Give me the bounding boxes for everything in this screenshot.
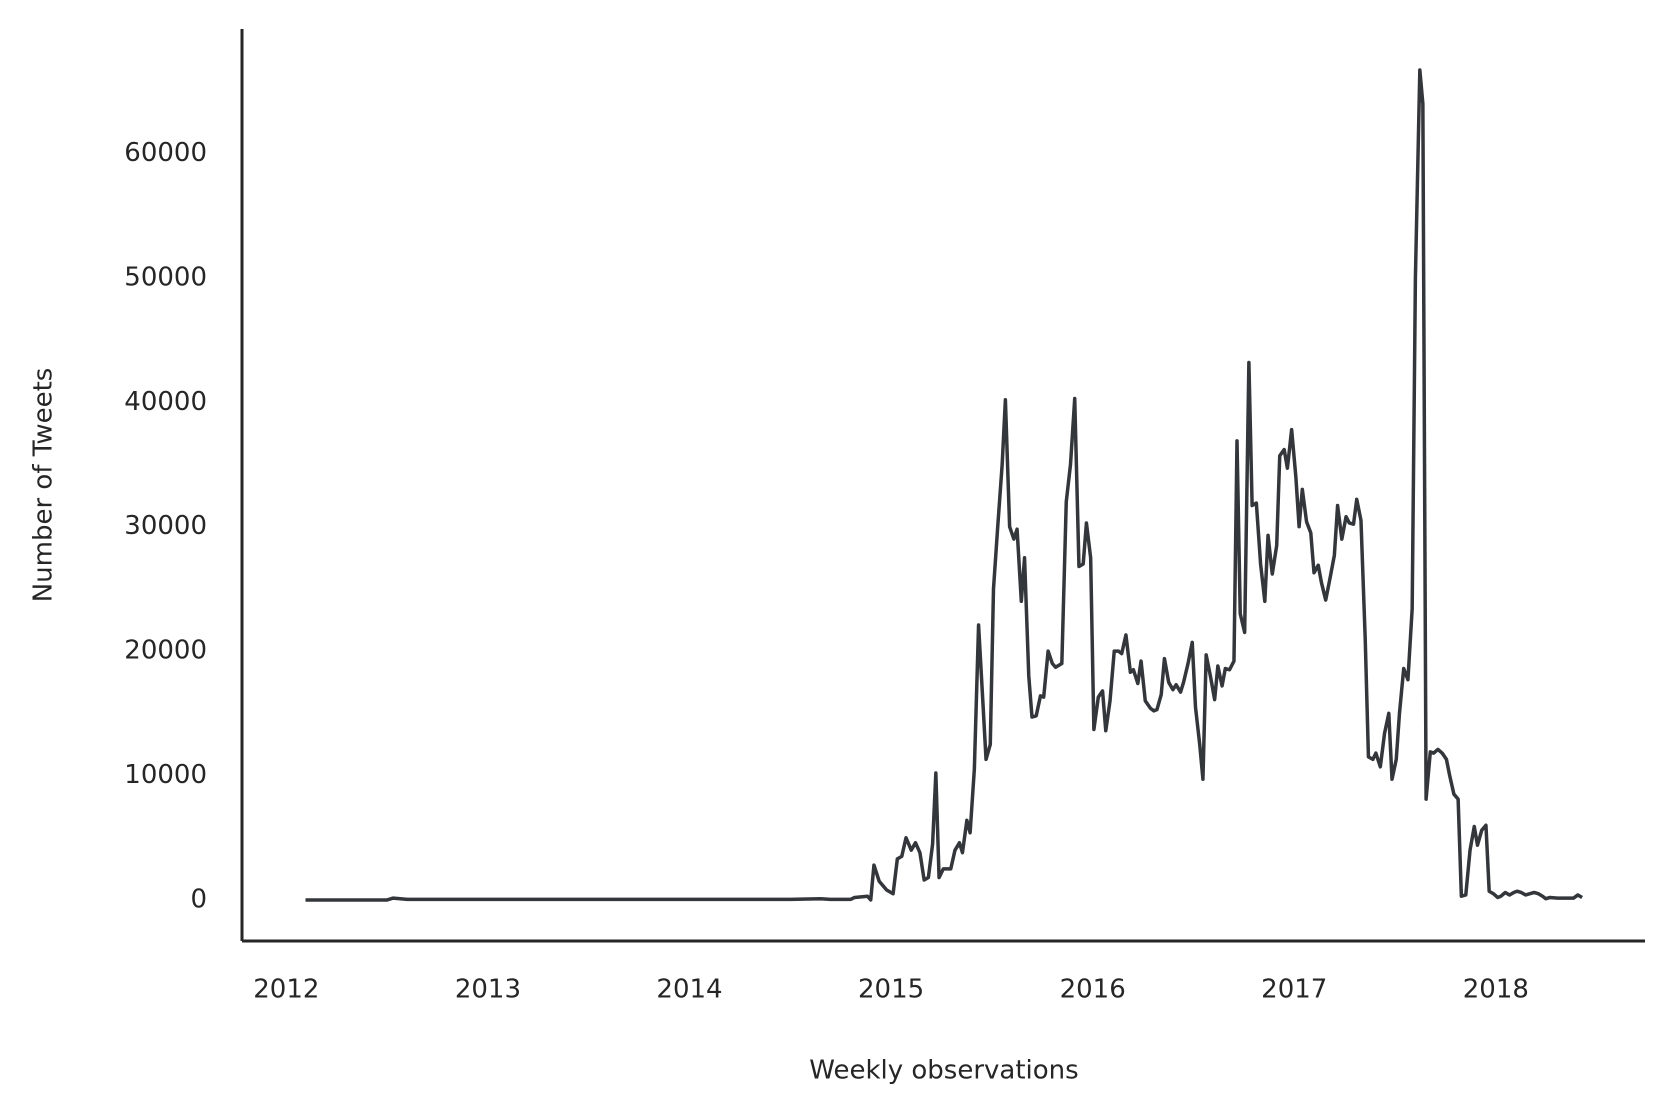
data-line (305, 68, 1583, 902)
x-tick-label: 2017 (1261, 975, 1327, 1005)
x-tick-label: 2012 (253, 975, 319, 1005)
x-tick-label: 2016 (1060, 975, 1126, 1005)
y-tick-label: 20000 (124, 636, 207, 666)
y-tick-label: 40000 (124, 387, 207, 417)
y-axis-label: Number of Tweets (29, 368, 59, 603)
y-tick-label: 0 (190, 884, 207, 914)
x-axis-label: Weekly observations (809, 1056, 1078, 1086)
x-tick-label: 2018 (1463, 975, 1529, 1005)
y-tick-label: 10000 (124, 760, 207, 790)
x-tick-label: 2015 (858, 975, 924, 1005)
x-tick-label: 2013 (455, 975, 521, 1005)
y-tick-label: 50000 (124, 262, 207, 292)
y-tick-label: 60000 (124, 138, 207, 168)
y-tick-label: 30000 (124, 511, 207, 541)
x-tick-label: 2014 (656, 975, 722, 1005)
